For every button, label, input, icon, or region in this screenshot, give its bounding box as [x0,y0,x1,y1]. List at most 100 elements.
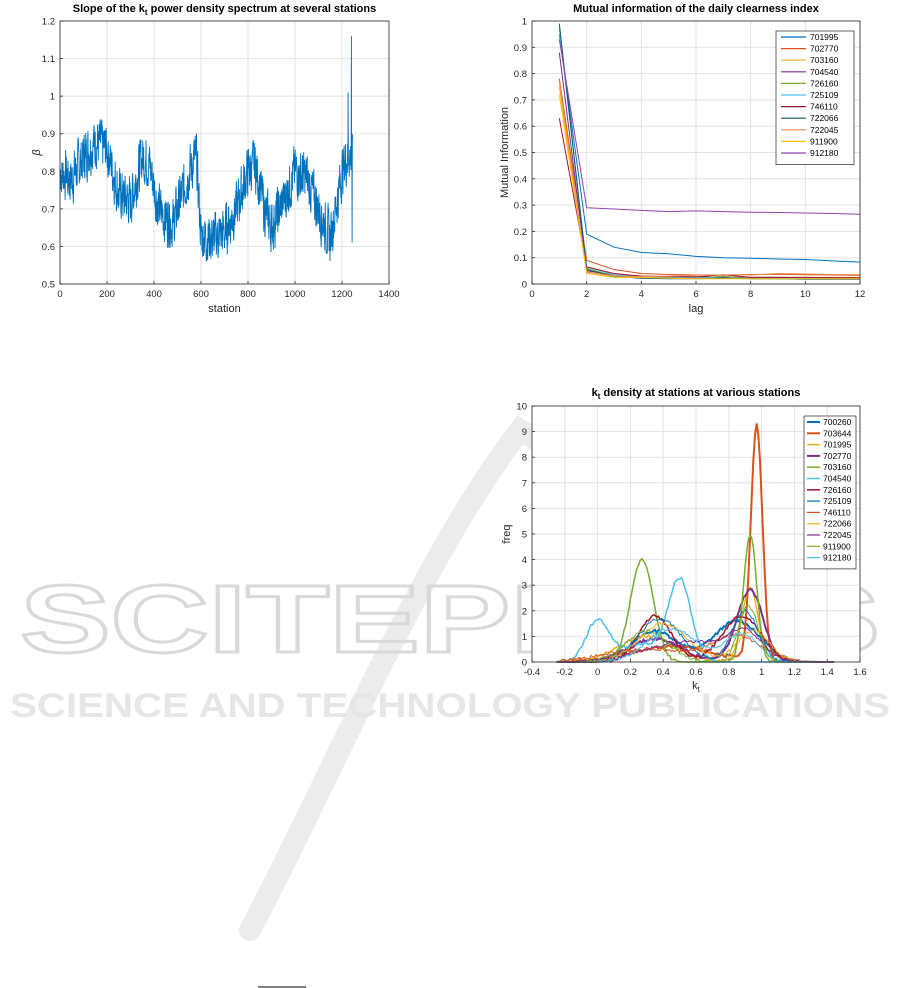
x-tick-label: -0.4 [524,667,540,678]
kt-density-chart: -0.4 -0.2 0 0.2 0.4 0.6 0.8 1 1.2 1.4 1.6 0 1 2 3 4 5 6 7 8… [501,387,867,694]
y-tick-label: 5 [522,530,527,541]
series-line-912180 [558,39,861,215]
y-tick-label: 0.6 [42,242,55,253]
y-tick-label: 1 [50,92,55,103]
x-tick-label: 2 [584,289,589,300]
x-tick-label: 1.2 [788,667,801,678]
y-tick-label: 0.9 [42,129,55,140]
beta-series-line [59,36,354,262]
axes-border [59,20,390,285]
legend-label: 702770 [810,44,839,54]
legend-label: 726160 [823,485,852,495]
axes-border [531,405,861,663]
x-tick-label: 6 [693,289,698,300]
legend-label: 701995 [823,440,852,450]
y-tick-label: 9 [522,427,527,438]
legend-label: 722066 [823,519,852,529]
slope-chart: 0 200 400 600 800 1000 1200 1400 0.5 0.6 0.7 0.8 0.9… [31,3,400,315]
x-tick-label: -0.2 [557,667,573,678]
chart-title: Mutual information of the daily clearnes… [573,3,820,15]
legend-label: 912180 [810,148,839,158]
y-axis-label: β [31,149,43,157]
x-tick-label: 0.6 [689,667,702,678]
density-curve-722045 [556,626,834,663]
chart-title-main: Slope of the k [73,3,146,15]
legend-label: 725109 [810,90,839,100]
y-axis-label: freq [501,525,513,544]
legend-label: 726160 [810,78,839,88]
mutual-information-chart: 0 2 4 6 8 10 12 0 0.1 0.2 0.3 0.4 0.5 0.6 0.7 0.8 0.9 1 70… [499,3,865,315]
y-tick-label: 0.5 [514,148,527,159]
legend-label: 722045 [823,530,852,540]
chart-title-subscript: t [145,8,148,17]
y-tick-label: 0.1 [514,253,527,264]
legend-label: 703160 [810,55,839,65]
y-tick-label: 0.2 [514,227,527,238]
x-tick-label: 1.4 [821,667,834,678]
y-tick-label: 10 [516,402,527,413]
chart-title-rest: density at stations at various stations [600,387,800,399]
y-tick-label: 0.8 [42,167,55,178]
chart-title: Slope of the kt power density spectrum a… [73,3,376,17]
x-tick-label: 1200 [331,289,352,300]
chart-title-rest: power density spectrum at several statio… [148,3,377,15]
y-tick-label: 6 [522,504,527,515]
y-tick-label: 7 [522,478,527,489]
chart-title: kt density at stations at various statio… [592,387,801,401]
y-tick-label: 0.4 [514,174,527,185]
legend-label: 722045 [810,125,839,135]
x-tick-label: 600 [193,289,209,300]
legend-label: 746110 [810,102,838,112]
series-line-911900 [558,94,860,280]
x-tick-label: 0 [529,289,534,300]
y-tick-label: 1 [522,632,527,643]
y-tick-label: 1 [522,17,527,28]
y-tick-label: 1.2 [42,17,55,28]
x-tick-label: 0.8 [722,667,735,678]
series-line-722045 [558,81,861,278]
y-tick-label: 0.8 [514,69,527,80]
x-axis-label-main: k [692,680,698,692]
y-tick-label: 0 [522,280,527,291]
legend-label: 701995 [810,32,839,42]
x-tick-label: 400 [146,289,162,300]
x-tick-label: 1400 [378,289,399,300]
x-tick-label: 200 [99,289,115,300]
legend-label: 911900 [810,136,838,146]
series-line-746110 [558,118,860,279]
y-axis-label: Mutual Information [499,107,511,198]
x-tick-label: 0 [57,289,62,300]
x-tick-label: 800 [240,289,256,300]
legend-label: 746110 [823,507,851,517]
axes-border [531,20,861,285]
y-tick-label: 4 [522,555,527,566]
y-tick-label: 3 [522,581,527,592]
x-tick-label: 0.4 [657,667,670,678]
legend-box [775,30,855,165]
y-tick-label: 8 [522,453,527,464]
watermark-swoosh [239,415,631,941]
legend-label: 725109 [823,496,852,506]
legend-label: 702770 [823,451,852,461]
x-tick-label: 4 [639,289,644,300]
legend-label: 704540 [823,474,852,484]
y-tick-label: 0.6 [514,122,527,133]
y-tick-label: 1.1 [42,54,55,65]
series-line-701995 [558,34,861,263]
legend-label: 912180 [823,553,852,563]
watermark-sub: SCIENCE AND TECHNOLOGY PUBLICATIONS [10,687,890,725]
y-tick-label: 2 [522,606,527,617]
legend-box [803,415,857,570]
x-tick-label: 8 [748,289,753,300]
y-tick-label: 0.9 [514,43,527,54]
y-tick-label: 0.7 [514,95,527,106]
legend-label: 703160 [823,462,852,472]
legend-label: 700260 [823,417,852,427]
legend-label: 911900 [823,541,851,551]
x-tick-label: 12 [855,289,866,300]
x-axis-label: station [208,303,240,315]
x-tick-label: 1 [759,667,764,678]
x-tick-label: 10 [800,289,811,300]
y-tick-label: 0.7 [42,204,55,215]
